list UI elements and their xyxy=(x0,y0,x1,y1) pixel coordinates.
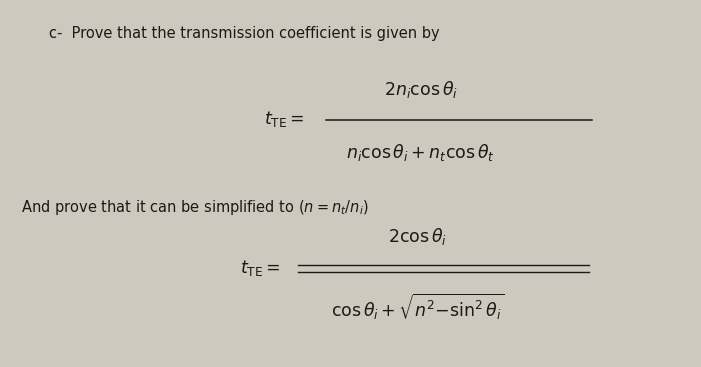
Text: $t_{\mathrm{TE}} =$: $t_{\mathrm{TE}} =$ xyxy=(240,258,280,278)
Text: $2n_i\cos\theta_i$: $2n_i\cos\theta_i$ xyxy=(383,79,458,101)
Text: $t_{\mathrm{TE}} =$: $t_{\mathrm{TE}} =$ xyxy=(264,109,305,129)
Text: $n_i\cos\theta_i + n_t\cos\theta_t$: $n_i\cos\theta_i + n_t\cos\theta_t$ xyxy=(346,142,495,163)
Text: $2\cos\theta_i$: $2\cos\theta_i$ xyxy=(388,226,447,247)
Text: c-  Prove that the transmission coefficient is given by: c- Prove that the transmission coefficie… xyxy=(49,26,440,41)
Text: And prove that it can be simplified to $(n{=}n_t/n_i)$: And prove that it can be simplified to $… xyxy=(21,198,369,217)
Text: $\cos\theta_i + \sqrt{n^2{-}\sin^2\theta_i}$: $\cos\theta_i + \sqrt{n^2{-}\sin^2\theta… xyxy=(331,291,503,321)
